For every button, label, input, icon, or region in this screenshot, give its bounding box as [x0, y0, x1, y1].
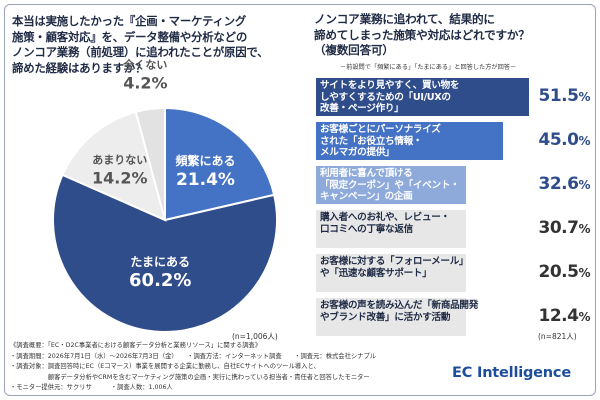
- bar-value-label: 20.5%: [538, 262, 591, 282]
- footer-line: ・モニター提供元：サクリサ ・調査人数：1,006人: [10, 384, 173, 391]
- pie-slice: [134, 106, 166, 221]
- bar-value-label: 32.6%: [538, 174, 591, 194]
- bar-category-label: 購入者へのお礼や、レビュー・ 口コミへの丁寧な返信: [320, 212, 450, 235]
- right-title-line: 諦めてしまった施策や対応はどれですか？: [314, 27, 530, 42]
- bar-value-label: 12.4%: [538, 306, 591, 326]
- right-question-title: ノンコア業務に追われて、結果的に 諦めてしまった施策や対応はどれですか？ （複数…: [314, 12, 594, 59]
- bar-value-unit: %: [578, 178, 590, 192]
- bar-category-label: お客様ごとにパーソナライズ された「お役立ち情報・ メルマガの提供」: [320, 124, 441, 159]
- pie-value-label: 60.2%: [129, 270, 191, 291]
- bar-value-label: 30.7%: [538, 218, 591, 238]
- bar-value-unit: %: [578, 222, 590, 236]
- bar-value-unit: %: [578, 266, 590, 280]
- bar-value-number: 45.0: [538, 130, 579, 150]
- bar-category-label: お客様に対する「フォローメール」 や「迅速な顧客サポート」: [320, 256, 469, 279]
- footer-line: ・調査対象：調査回答時にEC（Eコマース）事業を展開する企業に勤務し、自社ECサ…: [10, 363, 320, 370]
- bar-row: お客様に対する「フォローメール」 や「迅速な顧客サポート」 20.5%: [316, 254, 592, 292]
- footer-line: ・調査期間：2026年7月1日（水）～2026年7月3日（金） ・調査方法：イン…: [10, 352, 377, 360]
- bar-value-label: 45.0%: [538, 130, 591, 150]
- footer-line: 顧客データ分析やCRMを含むマーケティング施策の企画・実行に携わっている担当者・…: [10, 373, 370, 381]
- bar-category-label: お客様の声を読み込んだ「新商品開発 やブランド改善」に活かす活動: [320, 300, 478, 323]
- bar-chart: サイトをより見やすく、買い物を しやすくするための「UI/UXの 改善・ページ作…: [316, 78, 592, 338]
- bar-value-number: 12.4: [538, 306, 579, 326]
- bar-value-unit: %: [578, 90, 590, 104]
- pie-category-label: 頻繁にある: [175, 153, 235, 168]
- bar: [316, 166, 466, 204]
- bar: [316, 78, 530, 116]
- bar: [316, 254, 466, 292]
- bar: [316, 210, 466, 248]
- bar-row: サイトをより見やすく、買い物を しやすくするための「UI/UXの 改善・ページ作…: [316, 78, 592, 116]
- left-title-line: 施策・顧客対応』を、データ整備や分析などの: [12, 29, 248, 44]
- bar-row: 購入者へのお礼や、レビュー・ 口コミへの丁寧な返信 30.7%: [316, 210, 592, 248]
- bar-row: お客様ごとにパーソナライズ された「お役立ち情報・ メルマガの提供」 45.0%: [316, 122, 592, 160]
- pie-slice: [61, 110, 167, 222]
- right-question-note: －前設問で「頻繁にある」「たまにある」と回答した方が回答－: [340, 64, 517, 71]
- footer-line: 《調査概要：「EC・D2C事業者における顧客データ分析と業務リソース」に関する調…: [10, 342, 262, 349]
- bar-row: 利用者に喜んで頂ける 「限定クーポン」や「イベント・ キャンペーン」の企画 32.…: [316, 166, 592, 204]
- left-title-line: ノンコア業務（前処理）に追われたことが原因で、: [12, 45, 269, 59]
- survey-footer: 《調査概要：「EC・D2C事業者における顧客データ分析と業務リソース」に関する調…: [10, 341, 450, 394]
- pie-value-label: 14.2%: [92, 168, 148, 187]
- bar: [316, 298, 466, 336]
- bar-value-number: 30.7: [538, 218, 579, 238]
- right-title-line: （複数回答可）: [314, 43, 394, 57]
- right-sample-size: (n=821人): [538, 332, 577, 341]
- pie-slice: [52, 173, 278, 333]
- left-sample-size: (n=1,006人): [232, 332, 278, 341]
- pie-value-label: 21.4%: [176, 170, 235, 190]
- ec-intelligence-logo: EC Intelligence: [452, 365, 571, 381]
- bar-value-number: 20.5: [538, 262, 579, 282]
- bar-value-unit: %: [578, 134, 590, 148]
- left-question-title: 本当は実施したかった『企画・マーケティング 施策・顧客対応』を、データ整備や分析…: [12, 14, 302, 76]
- pie-slice: [164, 106, 276, 222]
- bar-row: お客様の声を読み込んだ「新商品開発 やブランド改善」に活かす活動 12.4%: [316, 298, 592, 336]
- pie-value-label: 4.2%: [123, 73, 167, 92]
- bar-value-unit: %: [578, 310, 590, 324]
- pie-category-label: 全くない: [122, 57, 167, 71]
- pie-category-label: あまりない: [92, 153, 147, 166]
- bar: [316, 122, 503, 160]
- right-title-line: ノンコア業務に追われて、結果的に: [314, 12, 495, 26]
- bar-value-label: 51.5%: [538, 86, 591, 106]
- left-title-line: 諦めた経験はありますか？: [12, 60, 147, 75]
- left-title-line: 本当は実施したかった『企画・マーケティング: [12, 14, 247, 28]
- pie-category-label: たまにある: [130, 255, 190, 269]
- bar-category-label: 利用者に喜んで頂ける 「限定クーポン」や「イベント・ キャンペーン」の企画: [320, 168, 460, 203]
- bar-value-number: 32.6: [538, 174, 579, 194]
- bar-value-number: 51.5: [538, 86, 579, 106]
- bar-category-label: サイトをより見やすく、買い物を しやすくするための「UI/UXの 改善・ページ作…: [320, 80, 460, 115]
